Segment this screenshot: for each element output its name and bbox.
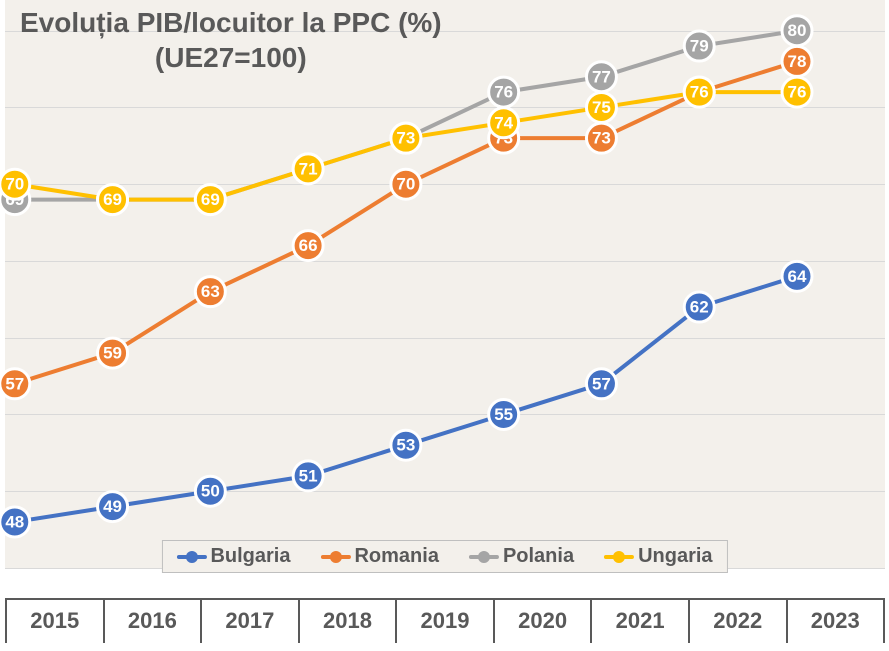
x-axis-label: 2016 [105, 598, 203, 643]
x-axis-label: 2022 [690, 598, 788, 643]
legend-label: Romania [354, 545, 438, 568]
data-label: 57 [5, 374, 24, 393]
data-label: 50 [201, 482, 220, 501]
data-label: 55 [494, 405, 513, 424]
data-label: 73 [592, 129, 611, 148]
x-axis-label: 2021 [592, 598, 690, 643]
data-label: 79 [690, 37, 709, 56]
plot-area: 48 49 50 51 53 55 57 62 64 57 59 63 66 70 73 73 76 78 69 69… [5, 0, 885, 568]
legend-item-polania: Polania [469, 545, 574, 568]
data-label: 49 [103, 497, 122, 516]
x-axis-label: 2020 [495, 598, 593, 643]
data-label: 77 [592, 67, 611, 86]
data-label: 74 [494, 113, 513, 132]
series-layer: 48 49 50 51 53 55 57 62 64 57 59 63 66 70 73 73 76 78 69 69… [5, 0, 885, 568]
data-label: 73 [396, 129, 415, 148]
legend: Bulgaria Romania Polania Ungaria [161, 540, 727, 573]
data-label: 76 [788, 83, 807, 102]
x-axis-label: 2023 [788, 598, 886, 643]
series-line-bulgaria [15, 276, 797, 522]
x-axis: 201520162017201820192020202120222023 [5, 598, 885, 643]
data-label: 75 [592, 98, 611, 117]
data-label: 51 [299, 466, 318, 485]
legend-item-ungaria: Ungaria [604, 545, 712, 568]
legend-swatch [176, 555, 206, 559]
legend-swatch [320, 555, 350, 559]
x-axis-label: 2019 [397, 598, 495, 643]
legend-swatch [604, 555, 634, 559]
data-label: 76 [690, 83, 709, 102]
data-label: 59 [103, 344, 122, 363]
data-label: 71 [299, 159, 318, 178]
data-label: 78 [788, 52, 807, 71]
legend-item-romania: Romania [320, 545, 438, 568]
data-label: 66 [299, 236, 318, 255]
data-label: 63 [201, 282, 220, 301]
chart-title-line2: (UE27=100) [20, 40, 442, 75]
data-label: 64 [788, 267, 807, 286]
legend-label: Bulgaria [210, 545, 290, 568]
legend-label: Polania [503, 545, 574, 568]
legend-swatch [469, 555, 499, 559]
data-label: 69 [201, 190, 220, 209]
series-line-romania [15, 61, 797, 383]
data-label: 48 [5, 512, 24, 531]
chart-container: 48 49 50 51 53 55 57 62 64 57 59 63 66 70 73 73 76 78 69 69… [0, 0, 889, 651]
x-axis-label: 2015 [5, 598, 105, 643]
x-axis-label: 2018 [300, 598, 398, 643]
chart-title-line1: Evoluția PIB/locuitor la PPC (%) [20, 5, 442, 40]
data-label: 80 [788, 21, 807, 40]
data-label: 70 [5, 175, 24, 194]
data-label: 57 [592, 374, 611, 393]
data-label: 62 [690, 298, 709, 317]
legend-item-bulgaria: Bulgaria [176, 545, 290, 568]
data-label: 53 [396, 436, 415, 455]
legend-label: Ungaria [638, 545, 712, 568]
data-label: 69 [103, 190, 122, 209]
chart-title: Evoluția PIB/locuitor la PPC (%) (UE27=1… [20, 5, 442, 75]
x-axis-label: 2017 [202, 598, 300, 643]
data-label: 70 [396, 175, 415, 194]
data-label: 76 [494, 83, 513, 102]
